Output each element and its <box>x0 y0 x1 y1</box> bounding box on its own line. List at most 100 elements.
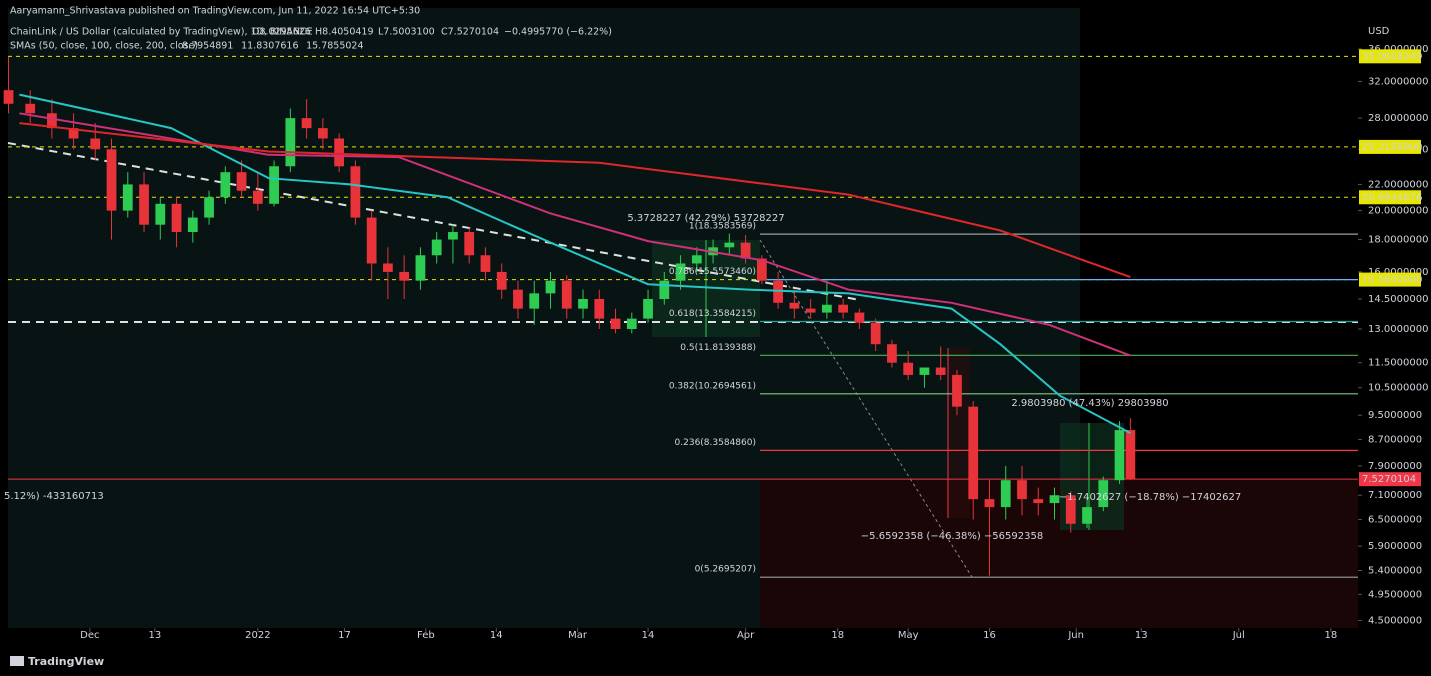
candle-body <box>1098 480 1109 508</box>
indicator-value: 15.7855024 <box>306 41 363 52</box>
candle-body <box>529 293 540 309</box>
short-position-zone <box>760 480 1358 628</box>
ohlc-value: C7.5270104 <box>441 27 499 38</box>
candle-body <box>252 190 263 204</box>
x-tick-label: 13 <box>1135 630 1148 641</box>
x-tick-label: Jun <box>1067 630 1084 641</box>
x-tick-label: 18 <box>1325 630 1338 641</box>
fib-label: 0.786(15.5573460) <box>669 267 756 277</box>
fib-label: 0.5(11.8139388) <box>680 343 756 353</box>
x-tick-label: Jul <box>1232 630 1245 641</box>
y-tick-label: 28.0000000 <box>1368 113 1428 124</box>
candle-body <box>935 367 946 375</box>
candle-body <box>773 280 783 303</box>
y-tick-label: 7.9000000 <box>1368 461 1422 472</box>
candle-body <box>626 318 637 329</box>
candle-body <box>301 118 312 129</box>
candle-body <box>366 217 377 264</box>
candle-body <box>594 298 605 319</box>
candle-body <box>1033 499 1044 504</box>
fib-label: 1(18.3583569) <box>689 222 756 232</box>
candle-body <box>740 242 751 259</box>
candle-body <box>3 90 14 104</box>
trend-line <box>7 142 861 301</box>
x-tick-label: May <box>898 630 919 641</box>
candle-body <box>578 298 588 309</box>
y-tick-label: 4.5000000 <box>1368 616 1422 627</box>
candle-body <box>822 304 832 313</box>
x-tick-label: 13 <box>149 630 162 641</box>
candle-body <box>1065 495 1076 524</box>
candle-body <box>187 217 198 233</box>
measure-label: 5.12%) -433160713 <box>4 491 104 502</box>
candle-body <box>1125 430 1136 480</box>
candle-body <box>480 255 491 272</box>
fib-label: 0.236(8.3584860) <box>675 438 756 448</box>
candle-body <box>1082 507 1092 524</box>
candle-body <box>68 128 79 139</box>
plot-layer <box>3 55 1358 578</box>
y-tick-label: 16.0000000 <box>1368 267 1428 278</box>
candle-body <box>724 242 735 248</box>
candle-body <box>903 362 914 375</box>
candle-body <box>25 103 36 114</box>
x-tick-label: 14 <box>490 630 503 641</box>
candle-body <box>285 118 296 167</box>
x-tick-label: Feb <box>417 630 435 641</box>
measure-label: −1.7402627 (−18.78%) −17402627 <box>1059 492 1241 503</box>
candle-body <box>1049 495 1060 504</box>
level-label-box <box>1359 139 1421 154</box>
candle-body <box>756 258 767 281</box>
candle-body <box>139 184 149 225</box>
fib-trend-line <box>759 239 973 578</box>
candle-body <box>919 367 930 375</box>
indicator: SMAs (50, close, 100, close, 200, close) <box>10 41 198 52</box>
candle-body <box>984 499 995 508</box>
y-tick-label: 10.5000000 <box>1368 383 1428 394</box>
candle-body <box>805 308 816 313</box>
symbol: ChainLink / US Dollar (calculated by Tra… <box>10 27 313 38</box>
y-tick-label: 5.9000000 <box>1368 541 1422 552</box>
indicator-value: 11.8307616 <box>241 41 298 52</box>
candle-body <box>968 406 979 500</box>
candle-body <box>415 255 426 281</box>
fib-label: 0(5.2695207) <box>695 565 756 575</box>
x-tick-label: 17 <box>338 630 351 641</box>
candle-body <box>887 344 897 363</box>
candle-body <box>789 302 800 309</box>
y-tick-label: 8.7000000 <box>1368 434 1422 445</box>
candle-body <box>448 232 458 240</box>
measure-label: 2.9803980 (47.43%) 29803980 <box>1011 398 1168 409</box>
level-label: 20.9934876 <box>1362 192 1422 203</box>
sma-line <box>19 122 1131 279</box>
candle-body <box>171 203 182 233</box>
candle-body <box>675 263 686 281</box>
candle-body <box>106 149 117 211</box>
measure-box <box>948 348 970 518</box>
y-tick-label: 14.5000000 <box>1368 294 1428 305</box>
y-tick-label: 9.5000000 <box>1368 410 1422 421</box>
candle-body <box>659 280 670 299</box>
candle-body <box>464 232 475 256</box>
level-label: 15.5600000 <box>1362 275 1422 286</box>
candle-body <box>610 318 621 329</box>
candle-body <box>854 312 865 323</box>
candle-body <box>350 166 361 218</box>
level-label-box <box>1359 272 1421 287</box>
sma-line <box>19 93 1131 434</box>
ohlc-value: O8.0295626 <box>252 27 311 38</box>
currency: USD <box>1368 26 1390 37</box>
measure-label: −5.6592358 (−46.38%) −56592358 <box>861 531 1043 542</box>
y-tick-label: 6.5000000 <box>1368 515 1422 526</box>
x-tick-label: 16 <box>983 630 996 641</box>
y-tick-label: 32.0000000 <box>1368 76 1428 87</box>
candle-body <box>334 138 345 167</box>
candle-body <box>236 172 247 191</box>
y-tick-label: 5.4000000 <box>1368 565 1422 576</box>
candle-body <box>643 298 653 319</box>
level-label-box <box>1359 49 1421 64</box>
y-tick-label: 13.0000000 <box>1368 324 1428 335</box>
candle-body <box>220 172 231 198</box>
fib-label: 0.382(10.2694561) <box>669 381 756 391</box>
sma-line <box>19 112 1131 357</box>
